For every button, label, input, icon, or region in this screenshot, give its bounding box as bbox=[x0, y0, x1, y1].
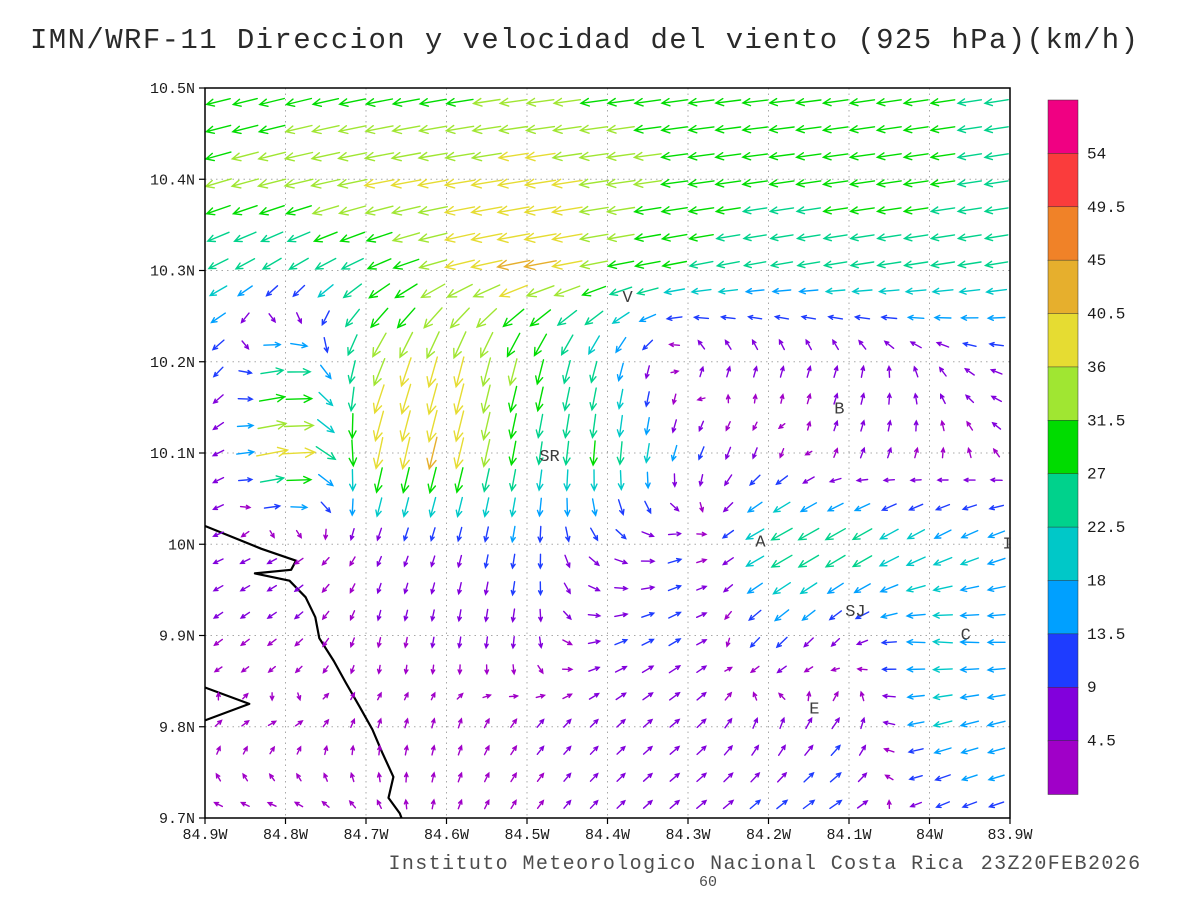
x-tick-label: 83.9W bbox=[987, 827, 1032, 844]
y-tick-label: 9.7N bbox=[159, 811, 195, 828]
colorbar-tick-label: 18 bbox=[1087, 572, 1106, 590]
colorbar-tick-label: 45 bbox=[1087, 252, 1106, 270]
x-tick-label: 84.8W bbox=[263, 827, 308, 844]
grid-lines bbox=[205, 88, 1010, 818]
axis-ticks bbox=[199, 87, 1011, 824]
y-tick-label: 9.8N bbox=[159, 720, 195, 737]
x-tick-label: 84.9W bbox=[182, 827, 227, 844]
y-tick-label: 9.9N bbox=[159, 629, 195, 646]
axis-labels: 84.9W 84.8W 84.7W 84.6W 84.5W 84.4W 84.3W 84.2W… bbox=[150, 81, 1033, 844]
station-label-b: B bbox=[834, 400, 844, 419]
station-label-a: A bbox=[755, 534, 766, 553]
wind-arrows bbox=[205, 97, 1009, 810]
datetime-label: 23Z20FEB2026 bbox=[980, 853, 1142, 876]
colorbar-tick-label: 36 bbox=[1087, 359, 1106, 377]
y-tick-label: 10N bbox=[168, 537, 195, 554]
y-tick-label: 10.3N bbox=[150, 264, 195, 281]
colorbar-tick-label: 9 bbox=[1087, 679, 1097, 697]
colorbar-tick-label: 4.5 bbox=[1087, 733, 1116, 751]
colorbar-tick-label: 54 bbox=[1087, 145, 1106, 163]
x-tick-label: 84.3W bbox=[665, 827, 710, 844]
colorbar-tick-label: 40.5 bbox=[1087, 306, 1125, 324]
x-tick-label: 84.1W bbox=[826, 827, 871, 844]
institution-label: Instituto Meteorologico Nacional Costa R… bbox=[388, 853, 965, 876]
x-tick-label: 84.2W bbox=[746, 827, 791, 844]
y-tick-label: 10.2N bbox=[150, 355, 195, 372]
chart-title: IMN/WRF-11 Direccion y velocidad del vie… bbox=[30, 24, 1140, 57]
colorbar-tick-label: 22.5 bbox=[1087, 519, 1125, 537]
colorbar bbox=[1047, 99, 1079, 795]
x-tick-label: 84W bbox=[916, 827, 943, 844]
colorbar-tick-label: 27 bbox=[1087, 466, 1106, 484]
station-label-sr: SR bbox=[539, 448, 559, 467]
colorbar-labels: 54 49.5 45 40.5 36 31.5 27 22.5 18 13.5 9 4.5 bbox=[1087, 145, 1125, 750]
chart-footer: Instituto Meteorologico Nacional Costa R… bbox=[370, 853, 1160, 876]
y-tick-label: 10.4N bbox=[150, 172, 195, 189]
station-label-sj: SJ bbox=[845, 603, 865, 622]
station-label-e: E bbox=[809, 701, 819, 720]
station-label-v: V bbox=[623, 289, 634, 308]
station-labels: V B SR A SJ C E I bbox=[539, 289, 1012, 720]
x-tick-label: 84.4W bbox=[585, 827, 630, 844]
forecast-hour-label: 60 bbox=[698, 874, 717, 891]
y-tick-label: 10.1N bbox=[150, 446, 195, 463]
x-tick-label: 84.6W bbox=[424, 827, 469, 844]
station-label-i: I bbox=[1002, 535, 1012, 554]
y-tick-label: 10.5N bbox=[150, 81, 195, 98]
x-tick-label: 84.5W bbox=[504, 827, 549, 844]
coastline bbox=[205, 524, 403, 818]
colorbar-tick-label: 13.5 bbox=[1087, 626, 1125, 644]
station-label-c: C bbox=[961, 627, 971, 646]
colorbar-tick-label: 49.5 bbox=[1087, 199, 1125, 217]
colorbar-tick-label: 31.5 bbox=[1087, 412, 1125, 430]
x-tick-label: 84.7W bbox=[343, 827, 388, 844]
